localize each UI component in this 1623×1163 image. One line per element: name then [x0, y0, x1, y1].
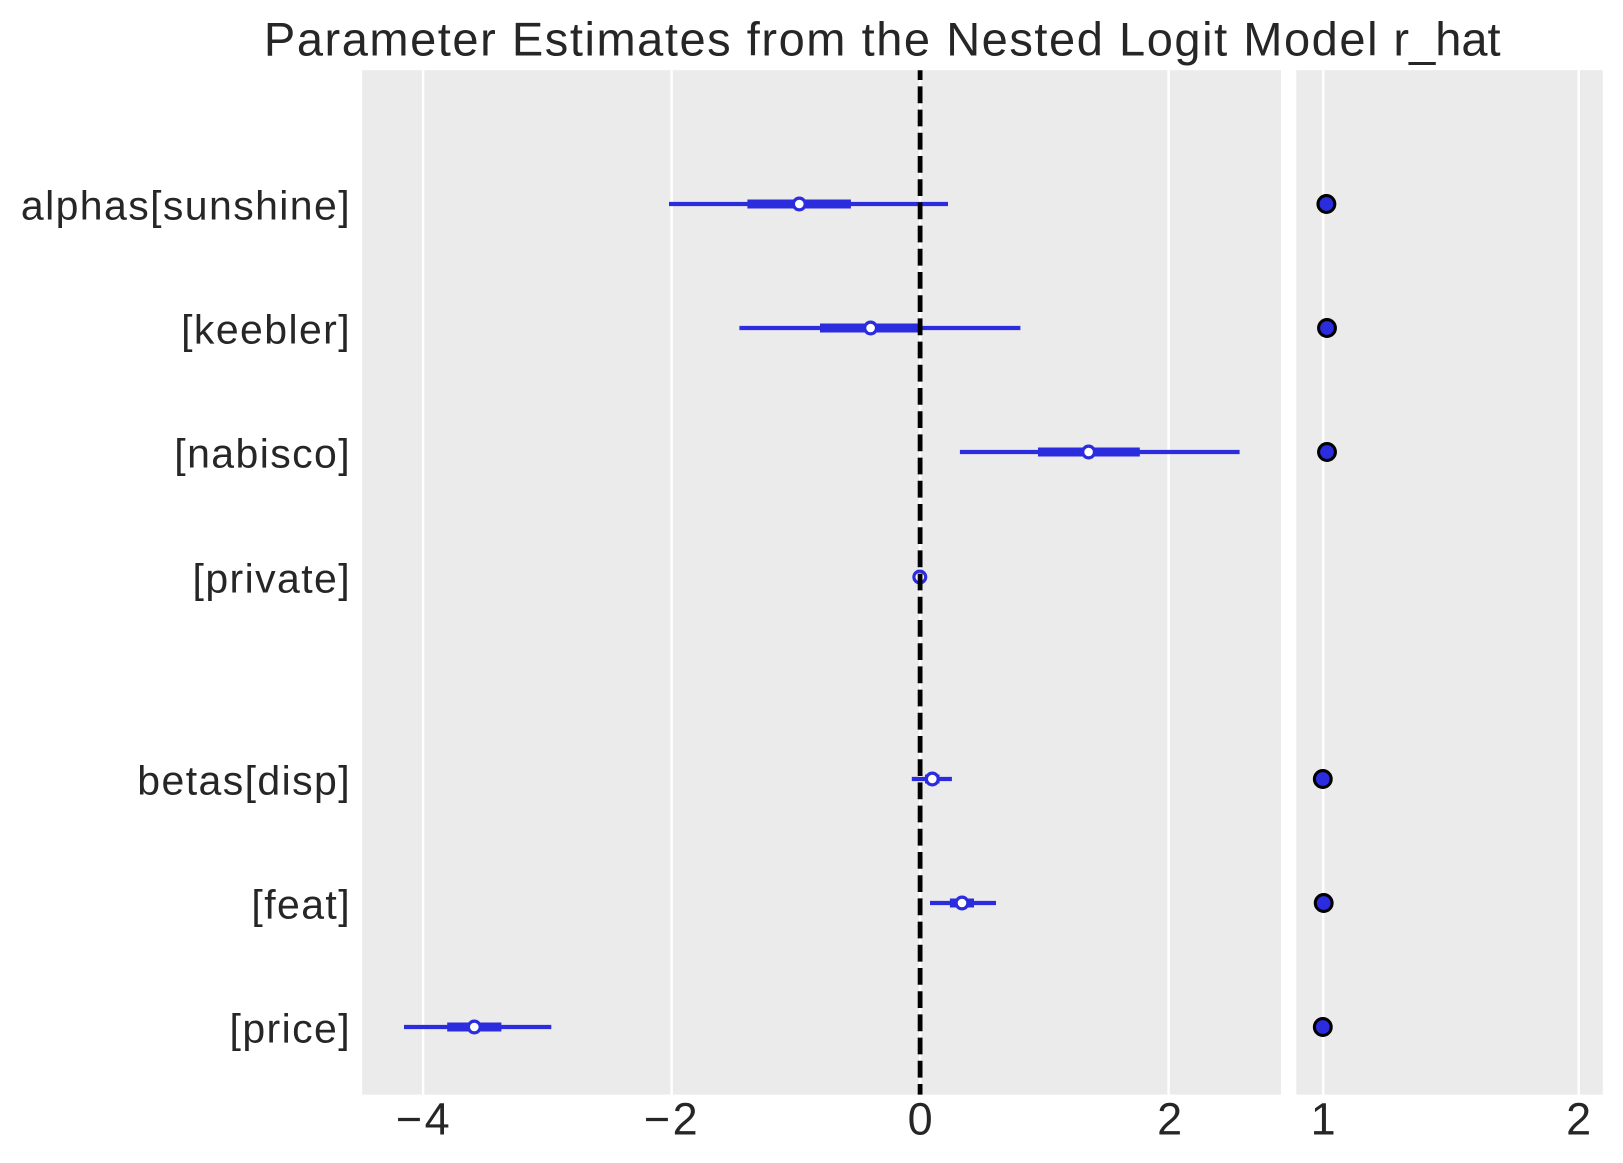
svg-text:[feat]: [feat]: [251, 882, 351, 928]
svg-text:−4: −4: [396, 1093, 452, 1144]
svg-text:r_hat: r_hat: [1393, 13, 1500, 66]
svg-text:[price]: [price]: [230, 1006, 351, 1052]
svg-text:betas[disp]: betas[disp]: [137, 758, 351, 804]
svg-text:[keebler]: [keebler]: [181, 307, 351, 353]
svg-text:2: 2: [1566, 1093, 1591, 1144]
svg-text:alphas[sunshine]: alphas[sunshine]: [21, 183, 351, 229]
svg-text:0: 0: [908, 1093, 933, 1144]
svg-text:1: 1: [1311, 1093, 1336, 1144]
svg-text:Parameter Estimates from the N: Parameter Estimates from the Nested Logi…: [264, 13, 1379, 66]
svg-text:−2: −2: [644, 1093, 700, 1144]
svg-text:[private]: [private]: [193, 556, 351, 602]
svg-text:2: 2: [1157, 1093, 1182, 1144]
svg-text:[nabisco]: [nabisco]: [174, 431, 351, 477]
